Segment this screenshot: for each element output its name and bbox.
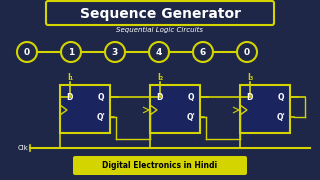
Circle shape <box>105 42 125 62</box>
Text: Clk: Clk <box>17 145 28 151</box>
Circle shape <box>149 42 169 62</box>
Text: D: D <box>156 93 162 102</box>
Text: Q': Q' <box>97 112 105 122</box>
Text: D: D <box>246 93 252 102</box>
Text: Sequential Logic Circuits: Sequential Logic Circuits <box>116 27 204 33</box>
Text: I₃: I₃ <box>247 73 253 82</box>
Text: 0: 0 <box>244 48 250 57</box>
Circle shape <box>61 42 81 62</box>
Text: 0: 0 <box>24 48 30 57</box>
FancyBboxPatch shape <box>73 156 247 175</box>
Text: Digital Electronics in Hindi: Digital Electronics in Hindi <box>102 161 218 170</box>
Text: 3: 3 <box>112 48 118 57</box>
Circle shape <box>237 42 257 62</box>
Text: Q: Q <box>278 93 284 102</box>
Text: 4: 4 <box>156 48 162 57</box>
Text: I₂: I₂ <box>157 73 163 82</box>
Bar <box>150 85 200 133</box>
Text: I₁: I₁ <box>67 73 73 82</box>
Circle shape <box>17 42 37 62</box>
Text: Q': Q' <box>187 112 196 122</box>
Circle shape <box>193 42 213 62</box>
Text: 1: 1 <box>68 48 74 57</box>
FancyBboxPatch shape <box>46 1 274 25</box>
Text: 6: 6 <box>200 48 206 57</box>
Text: Q': Q' <box>276 112 285 122</box>
Text: Sequence Generator: Sequence Generator <box>79 7 241 21</box>
Bar <box>60 85 110 133</box>
Text: Q: Q <box>98 93 104 102</box>
Text: D: D <box>66 93 72 102</box>
Bar <box>240 85 290 133</box>
Text: Q: Q <box>188 93 194 102</box>
